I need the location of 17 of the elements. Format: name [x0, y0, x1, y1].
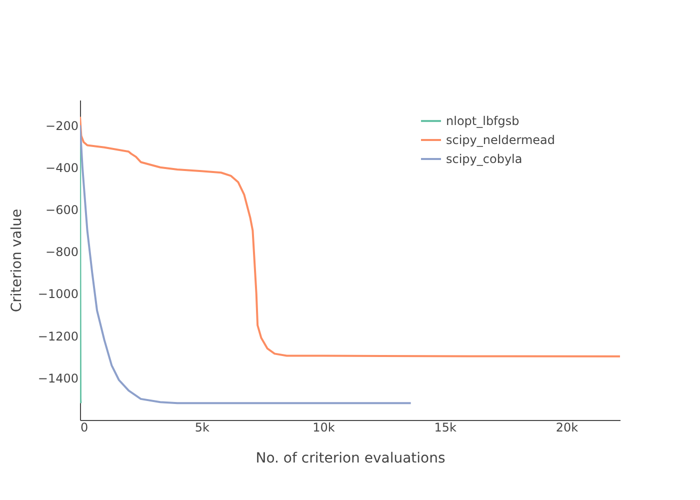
x-tick-label: 20k: [556, 420, 578, 434]
x-tick-label: 5k: [194, 420, 210, 434]
legend-label: scipy_neldermead: [446, 133, 555, 147]
legend-label: scipy_cobyla: [446, 152, 522, 166]
x-axis-title: No. of criterion evaluations: [256, 450, 446, 466]
y-tick-label: −1400: [38, 371, 78, 386]
y-tick-label: −800: [46, 245, 78, 260]
y-tick-label: −1200: [38, 329, 78, 344]
y-tick-label: −400: [46, 160, 78, 175]
x-tick-label: 10k: [312, 420, 335, 434]
y-tick-label: −1000: [38, 287, 78, 302]
y-tick-label: −600: [46, 202, 78, 217]
y-axis-title: Criterion value: [8, 208, 25, 312]
x-tick-label: 15k: [434, 420, 457, 434]
legend-label: nlopt_lbfgsb: [446, 114, 520, 128]
y-tick-label: −200: [46, 118, 78, 133]
x-tick-label: 0: [80, 420, 88, 434]
